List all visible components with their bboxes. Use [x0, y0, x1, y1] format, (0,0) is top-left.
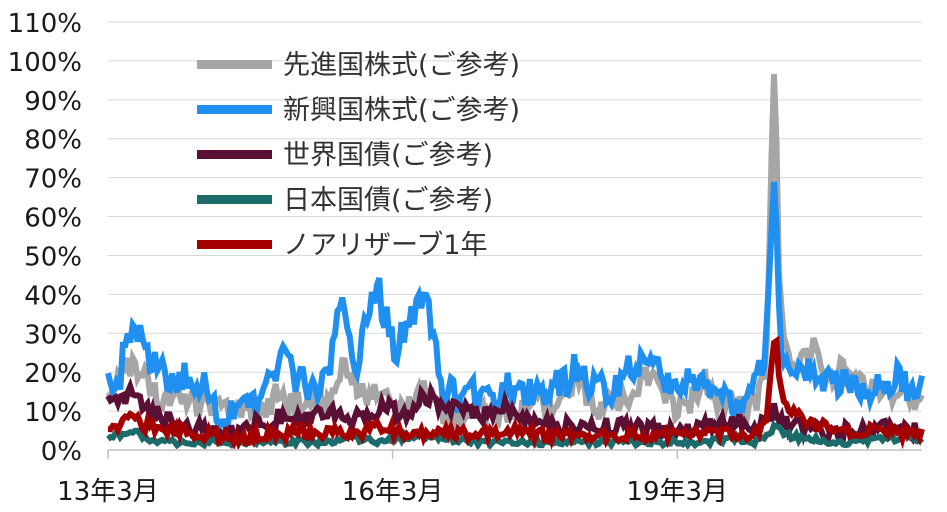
y-tick-label: 70% [24, 165, 82, 195]
series-line [105, 73, 925, 434]
y-tick-label: 100% [8, 48, 82, 78]
legend-swatch [197, 240, 272, 249]
gridlines [108, 21, 922, 412]
series-line [105, 377, 925, 447]
y-tick-label: 30% [24, 320, 82, 350]
y-tick-label: 90% [24, 87, 82, 117]
legend-label: 世界国債(ご参考) [283, 140, 493, 171]
legend-swatch [197, 195, 272, 204]
legend-label: 日本国債(ご参考) [283, 185, 493, 216]
x-tick-label: 19年3月 [626, 477, 728, 507]
legend-label: 先進国株式(ご参考) [283, 50, 520, 81]
legend: 先進国株式(ご参考) 新興国株式(ご参考) 世界国債(ご参考) 日本国債(ご参考) ノア… [197, 50, 520, 261]
series-line [107, 335, 925, 451]
x-tick-label: 16年3月 [342, 477, 444, 507]
y-tick-label: 110% [8, 9, 82, 39]
y-tick-label: 20% [24, 359, 82, 389]
legend-label: 新興国株式(ご参考) [283, 95, 520, 126]
legend-label: ノアリザーブ1年 [283, 230, 488, 261]
x-tick-label: 13年3月 [57, 477, 159, 507]
plot-area [105, 73, 925, 452]
y-axis: 0% 10% 20% 30% 40% 50% 60% 70% 80% 90% 100% 110% [8, 9, 82, 467]
y-tick-label: 10% [24, 398, 82, 428]
series-line [105, 181, 925, 434]
legend-swatch [197, 105, 272, 114]
y-tick-label: 40% [24, 281, 82, 311]
y-tick-label: 0% [41, 437, 82, 467]
legend-swatch [197, 150, 272, 159]
y-tick-label: 50% [24, 242, 82, 272]
x-axis: 13年3月 16年3月 19年3月 [57, 449, 922, 507]
y-tick-label: 60% [24, 204, 82, 234]
y-tick-label: 80% [24, 126, 82, 156]
legend-swatch [197, 60, 272, 69]
